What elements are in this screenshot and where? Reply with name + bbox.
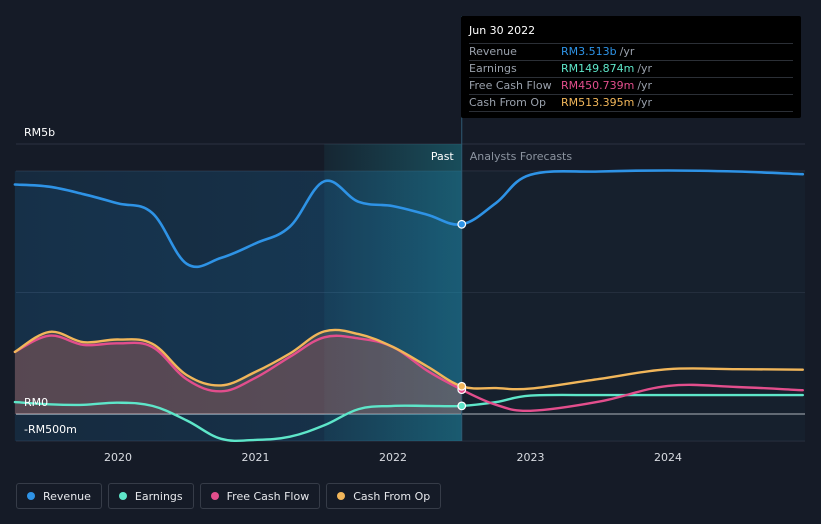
past-label: Past (431, 150, 455, 163)
line-free-cash-flow (13, 334, 804, 413)
tooltip-row-earnings: Earnings RM149.874m /yr (469, 60, 793, 77)
marker-earnings (457, 401, 467, 411)
y-tick-label: -RM500m (24, 423, 77, 436)
tooltip-row-cash-from-op: Cash From Op RM513.395m /yr (469, 94, 793, 112)
tooltip-name: Revenue (469, 45, 517, 58)
tooltip-value: RM3.513b (561, 45, 617, 58)
marker-cash-from-op (457, 381, 467, 391)
tooltip-date: Jun 30 2022 (469, 24, 536, 37)
tooltip-name: Earnings (469, 62, 517, 75)
tooltip-value: RM149.874m (561, 62, 635, 75)
legend-earnings-button[interactable]: Earnings (107, 483, 194, 509)
free-cash-flow-dot-icon (210, 492, 219, 500)
tooltip: Jun 30 2022 Revenue RM3.513b /yr Earning… (461, 16, 801, 118)
tooltip-value: RM513.395m (561, 96, 635, 109)
cash-from-op-dot-icon (337, 492, 346, 500)
legend-label: Cash From Op (353, 489, 431, 503)
legend-revenue-button[interactable]: Revenue (16, 483, 102, 509)
area-revenue (14, 180, 462, 414)
legend-label: Free Cash Flow (226, 489, 310, 503)
tooltip-row-free-cash-flow: Free Cash Flow RM450.739m /yr (469, 77, 793, 94)
series-lines (13, 169, 805, 443)
area-cash-from-op (14, 329, 462, 414)
hover-markers (457, 219, 467, 411)
x-tick-label: 2023 (517, 451, 545, 464)
x-tick-label: 2022 (379, 451, 407, 464)
y-tick-label: RM0 (24, 396, 48, 409)
line-earnings (13, 393, 804, 443)
tooltip-name: Free Cash Flow (469, 79, 552, 92)
forecast-region (461, 171, 805, 441)
tooltip-row-revenue: Revenue RM3.513b /yr (469, 43, 793, 60)
y-tick-label: RM5b (24, 126, 55, 139)
line-cash-from-op (13, 328, 804, 391)
tooltip-name: Cash From Op (469, 96, 547, 109)
marker-revenue (457, 219, 467, 229)
tooltip-unit: /yr (637, 62, 653, 75)
tooltip-unit: /yr (637, 96, 653, 109)
legend: Revenue Earnings Free Cash Flow Cash Fro… (16, 483, 442, 509)
legend-free-cash-flow-button[interactable]: Free Cash Flow (199, 483, 321, 509)
tooltip-unit: /yr (637, 79, 653, 92)
x-tick-label: 2024 (654, 451, 682, 464)
line-revenue (13, 169, 805, 269)
series-areas (14, 171, 805, 441)
legend-label: Revenue (43, 489, 91, 503)
area-free-cash-flow (14, 335, 462, 414)
y-axis-labels: RM5b RM0 -RM500m (24, 126, 77, 436)
x-tick-label: 2021 (242, 451, 270, 464)
revenue-dot-icon (27, 492, 35, 500)
legend-label: Earnings (134, 489, 183, 503)
forecast-label: Analysts Forecasts (470, 150, 573, 163)
x-tick-label: 2020 (104, 451, 132, 464)
x-axis-labels: 2020 2021 2022 2023 2024 (104, 451, 682, 464)
legend-cash-from-op-button[interactable]: Cash From Op (326, 483, 442, 509)
earnings-dot-icon (118, 492, 127, 500)
tooltip-unit: /yr (619, 45, 635, 58)
tooltip-value: RM450.739m (561, 79, 635, 92)
